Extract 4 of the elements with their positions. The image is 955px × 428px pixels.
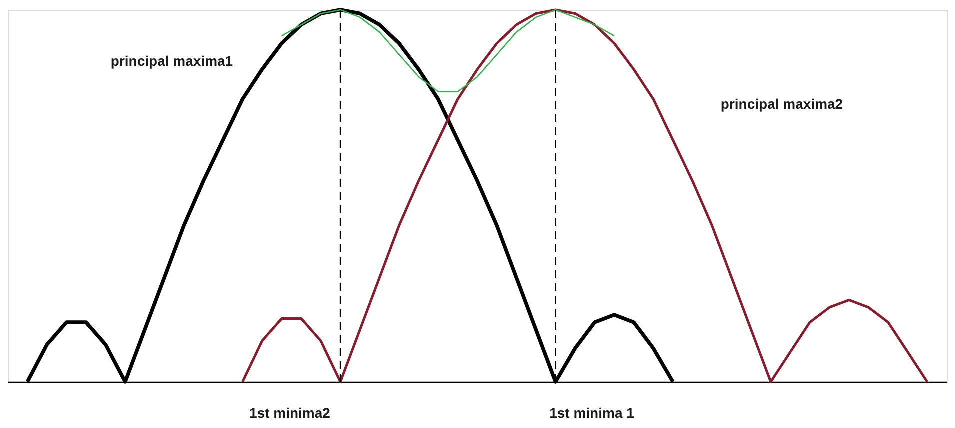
text: 1st minima 1	[550, 405, 635, 421]
annotation: principal maxima2	[720, 96, 844, 112]
text: 1st minima2	[250, 405, 331, 421]
annotation: principal maxima1	[110, 53, 234, 69]
